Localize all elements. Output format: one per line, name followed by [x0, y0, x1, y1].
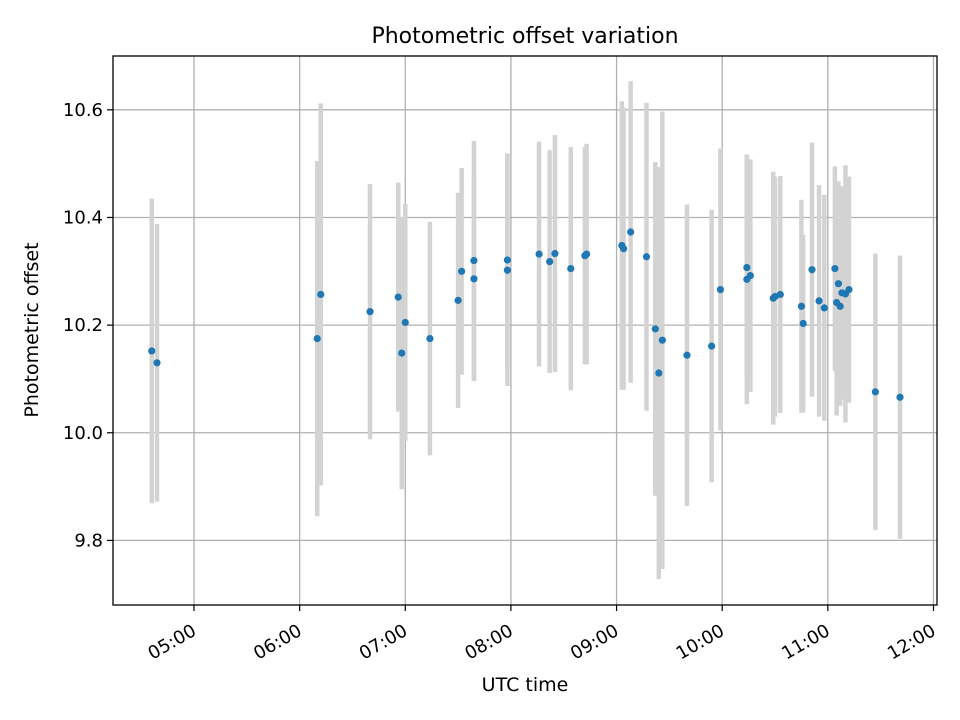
data-point-6	[398, 349, 406, 357]
data-point-15	[535, 250, 543, 258]
y-tick-label-2: 10.2	[63, 315, 103, 336]
data-point-20	[583, 250, 591, 258]
plot-frame	[112, 55, 938, 606]
y-tick-label-1: 10.0	[63, 423, 103, 444]
data-point-42	[831, 265, 839, 273]
data-point-24	[642, 253, 651, 261]
data-point-14	[503, 256, 511, 264]
data-point-37	[797, 302, 806, 310]
data-point-29	[708, 342, 716, 350]
data-point-45	[836, 302, 844, 310]
x-axis-label: UTC time	[482, 674, 569, 696]
data-point-41	[820, 304, 828, 312]
data-point-8	[426, 334, 434, 343]
data-point-0	[148, 347, 156, 355]
data-point-9	[454, 296, 462, 304]
data-point-13	[503, 266, 511, 274]
data-point-12	[470, 256, 478, 265]
data-point-18	[567, 265, 575, 273]
data-point-36	[776, 290, 784, 299]
y-tick-label-4: 10.6	[63, 100, 103, 121]
data-point-23	[627, 228, 635, 236]
data-points	[148, 228, 904, 401]
data-point-22	[619, 245, 628, 253]
y-tick-label-0: 9.8	[74, 530, 103, 551]
y-axis-label: Photometric offset	[21, 242, 43, 417]
data-point-11	[470, 275, 478, 283]
data-point-16	[546, 258, 554, 266]
data-point-38	[799, 319, 807, 328]
data-point-30	[716, 285, 725, 294]
data-point-2	[313, 334, 321, 343]
data-point-26	[655, 369, 663, 377]
data-point-25	[651, 325, 659, 333]
data-point-5	[394, 293, 402, 301]
chart-title: Photometric offset variation	[371, 24, 678, 49]
data-point-4	[366, 308, 374, 316]
data-point-50	[896, 393, 904, 401]
data-point-1	[153, 359, 161, 367]
data-point-48	[845, 285, 853, 294]
data-point-10	[458, 267, 466, 275]
data-point-49	[871, 388, 879, 396]
data-point-33	[746, 272, 754, 280]
data-point-3	[317, 290, 325, 299]
data-point-39	[808, 266, 816, 274]
data-point-44	[834, 280, 843, 288]
data-point-32	[743, 263, 751, 272]
data-point-27	[658, 336, 666, 344]
y-tick-label-3: 10.4	[63, 207, 103, 228]
data-point-28	[683, 351, 691, 359]
data-point-17	[551, 249, 559, 258]
data-point-7	[401, 318, 409, 327]
data-point-40	[815, 297, 823, 305]
